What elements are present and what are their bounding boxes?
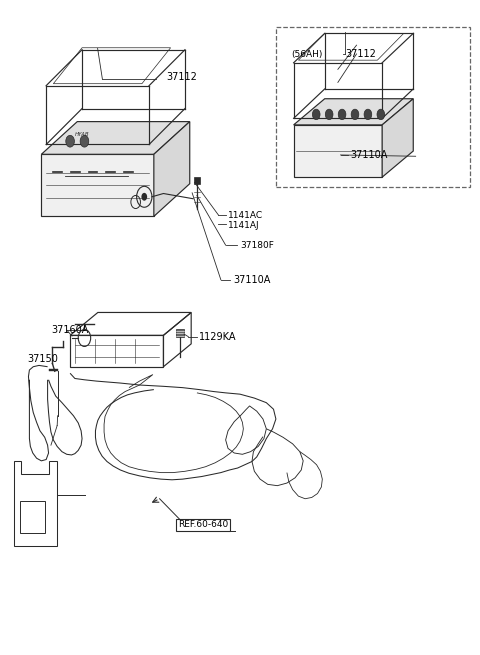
Text: 37110A: 37110A	[233, 275, 270, 285]
Text: 37180F: 37180F	[240, 240, 274, 250]
Circle shape	[377, 109, 384, 120]
Text: 37112: 37112	[345, 49, 376, 60]
Circle shape	[312, 109, 320, 120]
Polygon shape	[294, 99, 413, 125]
Circle shape	[351, 109, 359, 120]
Circle shape	[66, 136, 74, 147]
Text: 37160A: 37160A	[51, 325, 88, 335]
Polygon shape	[41, 122, 190, 155]
Text: REF.60-640: REF.60-640	[178, 520, 228, 529]
Polygon shape	[154, 122, 190, 216]
Circle shape	[142, 193, 147, 200]
Circle shape	[364, 109, 372, 120]
Circle shape	[338, 109, 346, 120]
Text: 37150: 37150	[27, 354, 58, 364]
Circle shape	[80, 136, 89, 147]
Polygon shape	[193, 177, 200, 183]
Polygon shape	[176, 329, 184, 337]
Text: 1141AJ: 1141AJ	[228, 221, 260, 230]
Polygon shape	[41, 155, 154, 216]
Text: 1141AC: 1141AC	[228, 210, 263, 219]
Polygon shape	[382, 99, 413, 177]
Circle shape	[325, 109, 333, 120]
Text: 37112: 37112	[166, 72, 197, 82]
Text: 37110A: 37110A	[350, 150, 387, 160]
Text: (56AH): (56AH)	[291, 50, 323, 59]
Polygon shape	[48, 369, 58, 371]
Polygon shape	[294, 125, 382, 177]
Text: 1129KA: 1129KA	[199, 331, 237, 342]
Text: HYAB: HYAB	[75, 132, 89, 137]
